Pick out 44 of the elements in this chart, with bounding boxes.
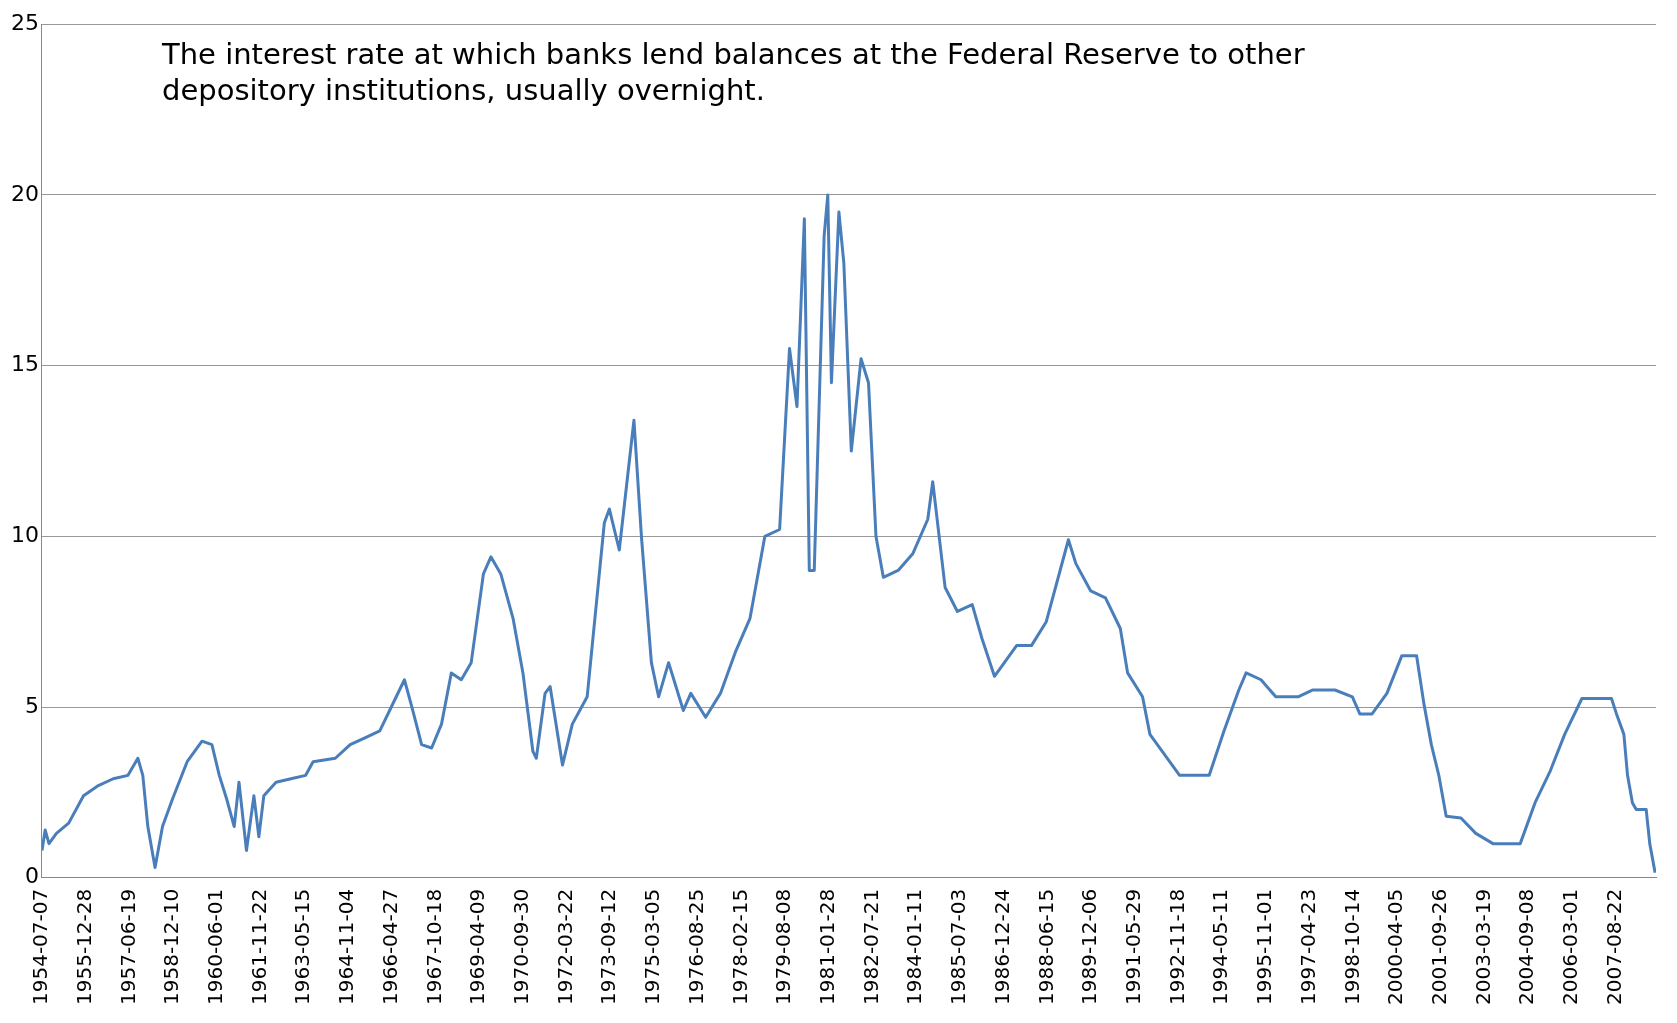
x-tick-label: 1995-11-01	[1252, 888, 1277, 1005]
x-tick-label: 2006-03-01	[1558, 888, 1583, 1005]
x-tick-label: 2001-09-26	[1427, 888, 1452, 1005]
x-tick-label: 1975-03-05	[640, 888, 665, 1005]
x-tick-label: 1979-08-08	[771, 888, 796, 1005]
x-tick-label: 1982-07-21	[858, 888, 883, 1005]
y-tick-label: 15	[10, 351, 39, 377]
y-tick-label: 0	[24, 863, 39, 889]
x-tick-label: 1961-11-22	[246, 888, 271, 1005]
y-tick-label: 25	[10, 9, 39, 35]
x-tick-label: 1984-01-11	[902, 888, 927, 1005]
x-tick-label: 1957-06-19	[115, 888, 140, 1005]
x-tick-label: 1991-05-29	[1121, 888, 1146, 1005]
y-tick-label: 20	[10, 180, 39, 206]
x-tick-label: 1998-10-14	[1339, 888, 1364, 1005]
x-tick-label: 1978-02-15	[727, 888, 752, 1005]
x-tick-label: 1954-07-07	[28, 888, 53, 1005]
x-tick-label: 1960-06-01	[203, 888, 228, 1005]
x-tick-label: 1964-11-04	[334, 888, 359, 1005]
x-tick-label: 1976-08-25	[683, 888, 708, 1005]
x-tick-label: 2003-03-19	[1470, 888, 1495, 1005]
y-tick-label: 5	[24, 692, 39, 718]
x-tick-label: 1989-12-06	[1077, 888, 1102, 1005]
y-tick-label: 10	[10, 522, 39, 548]
x-tick-label: 1986-12-24	[989, 888, 1014, 1005]
x-tick-label: 1972-03-22	[552, 888, 577, 1005]
x-tick-label: 1988-06-15	[1033, 888, 1058, 1005]
x-tick-label: 1981-01-28	[815, 888, 840, 1005]
x-tick-label: 1967-10-18	[421, 888, 446, 1005]
x-tick-label: 1997-04-23	[1295, 888, 1320, 1005]
x-tick-label: 1969-04-09	[465, 888, 490, 1005]
x-tick-label: 2004-09-08	[1514, 888, 1539, 1005]
x-tick-label: 1970-09-30	[509, 888, 534, 1005]
x-tick-label: 2007-08-22	[1601, 888, 1626, 1005]
x-tick-label: 1985-07-03	[946, 888, 971, 1005]
x-tick-label: 2000-04-05	[1383, 888, 1408, 1005]
x-tick-label: 1958-12-10	[159, 888, 184, 1005]
x-tick-label: 1992-11-18	[1164, 888, 1189, 1005]
x-tick-label: 1966-04-27	[377, 888, 402, 1005]
x-tick-label: 1994-05-11	[1208, 888, 1233, 1005]
x-tick-label: 1973-09-12	[596, 888, 621, 1005]
x-tick-label: 1963-05-15	[290, 888, 315, 1005]
annotation: The interest rate at which banks lend balances at the Federal Reserve to other depository institutions, usually overnight.	[160, 37, 1305, 108]
x-tick-label: 1955-12-28	[71, 888, 96, 1005]
